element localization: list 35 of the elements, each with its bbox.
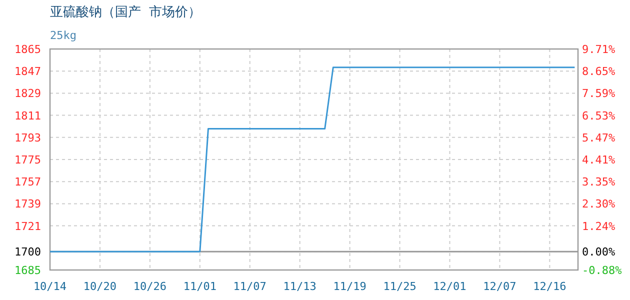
y2-tick-label: 5.47% xyxy=(582,131,616,144)
y2-tick-label: 9.71% xyxy=(582,43,616,56)
y-tick-label: 1847 xyxy=(14,65,41,78)
y-tick-label: 1700 xyxy=(14,246,41,259)
chart-subtitle: 25kg xyxy=(50,29,76,42)
y2-tick-label: 3.35% xyxy=(582,176,616,189)
y2-tick-label: 4.41% xyxy=(582,154,616,167)
y-tick-label: 1829 xyxy=(14,87,41,100)
x-tick-label: 10/26 xyxy=(133,280,166,293)
y2-tick-label: 0.00% xyxy=(582,246,616,259)
y-tick-label: 1865 xyxy=(14,43,41,56)
x-tick-label: 12/07 xyxy=(483,280,516,293)
y2-tick-label: 2.30% xyxy=(582,198,616,211)
y-tick-label: 1721 xyxy=(14,220,41,233)
x-tick-label: 11/13 xyxy=(283,280,316,293)
chart-title: 亚硫酸钠（国产 市场价） xyxy=(50,5,201,20)
y-tick-label: 1775 xyxy=(14,154,41,166)
x-tick-label: 10/14 xyxy=(33,280,67,293)
x-tick-label: 11/01 xyxy=(183,280,216,293)
y-tick-label: 1739 xyxy=(14,198,41,211)
x-tick-label: 11/07 xyxy=(233,280,266,293)
x-tick-label: 12/01 xyxy=(433,280,466,293)
y2-tick-label: 8.65% xyxy=(582,65,616,78)
y-tick-label: 1811 xyxy=(14,109,41,122)
y-tick-label: 1757 xyxy=(14,176,41,189)
x-tick-label: 12/16 xyxy=(533,280,566,293)
y2-tick-label: -0.88% xyxy=(582,264,622,277)
x-tick-label: 10/20 xyxy=(83,280,117,293)
y2-tick-label: 1.24% xyxy=(582,220,616,233)
x-tick-label: 11/19 xyxy=(333,280,366,293)
y2-tick-label: 6.53% xyxy=(582,109,616,122)
y-tick-label: 1793 xyxy=(14,131,41,144)
x-tick-label: 11/25 xyxy=(383,280,416,293)
y-tick-label: 1685 xyxy=(14,264,41,277)
y2-tick-label: 7.59% xyxy=(582,87,616,100)
